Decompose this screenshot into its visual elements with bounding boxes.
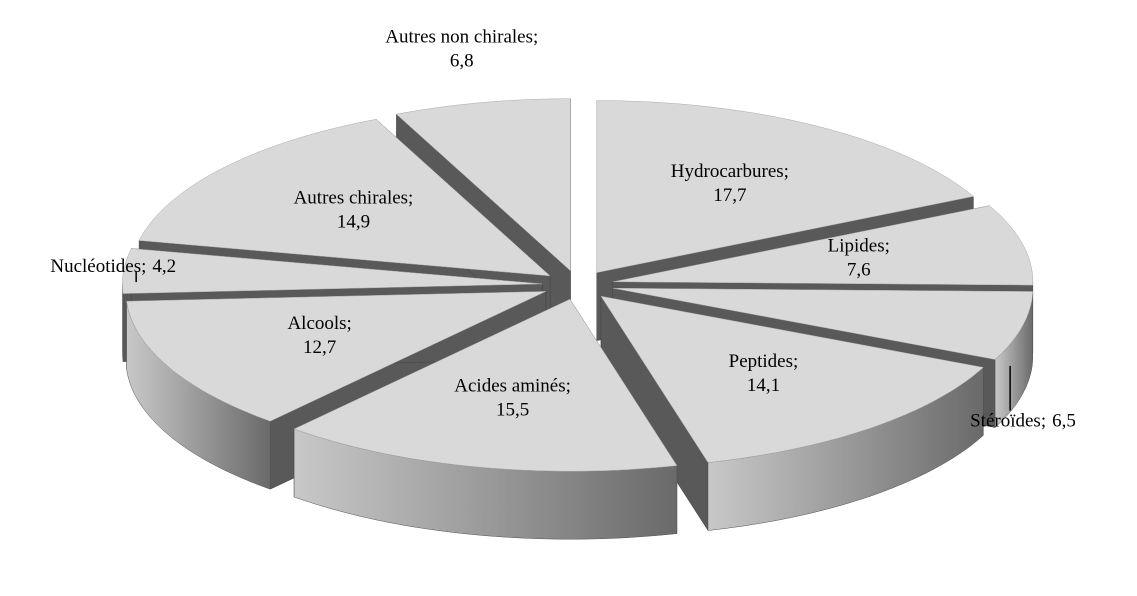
value-label: 14,1 <box>747 375 780 396</box>
data-label: Lipides; 7,6 <box>828 236 890 281</box>
slice-top <box>293 298 678 472</box>
value-label: 17,7 <box>713 185 746 206</box>
slice-top <box>126 291 547 422</box>
data-label: Alcools; 12,7 <box>287 313 351 358</box>
category-label: Nucléotides; <box>50 256 146 277</box>
data-label: Hydrocarbures; 17,7 <box>671 161 789 206</box>
slice-top <box>612 287 1033 360</box>
category-label: Peptides; <box>729 351 799 372</box>
slice-top <box>122 248 543 294</box>
data-label: Stéroïdes; 6,5 <box>970 411 1076 432</box>
slice-wall <box>122 283 124 362</box>
category-label: Acides aminés; <box>454 376 571 397</box>
slice-top <box>395 98 571 272</box>
value-label: 14,9 <box>337 212 370 233</box>
data-label: Peptides; 14,1 <box>729 351 799 396</box>
value-label: 12,7 <box>303 337 336 358</box>
slice-top <box>612 205 1034 286</box>
value-label: 6,8 <box>450 51 474 72</box>
category-label: Hydrocarbures; <box>671 161 789 182</box>
category-label: Stéroïdes; <box>970 411 1046 432</box>
data-label: Acides aminés; 15,5 <box>454 376 571 421</box>
value-label: 15,5 <box>496 400 529 421</box>
category-label: Autres chirales; <box>294 188 414 209</box>
category-label: Autres non chirales; <box>385 27 538 48</box>
category-label: Lipides; <box>828 236 890 257</box>
slice-top <box>600 295 984 463</box>
data-label: Nucléotides; 4,2 <box>50 256 176 277</box>
slice-top <box>596 100 974 273</box>
category-label: Alcools; <box>287 313 351 334</box>
slice <box>600 295 984 532</box>
value-label: 4,2 <box>152 256 176 277</box>
data-label: Autres chirales; 14,9 <box>294 188 414 233</box>
value-label: 7,6 <box>847 260 871 281</box>
value-label: 6,5 <box>1052 411 1076 432</box>
slice <box>293 298 678 540</box>
data-label: Autres non chirales; 6,8 <box>385 27 538 72</box>
slice-top <box>138 119 551 277</box>
